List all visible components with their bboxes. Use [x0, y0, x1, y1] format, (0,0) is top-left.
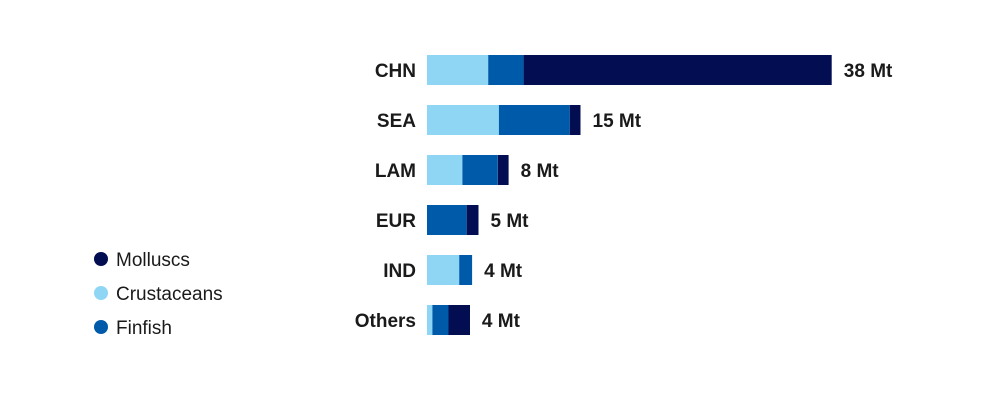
total-label: 15 Mt [593, 111, 642, 132]
legend: Molluscs Crustaceans Finfish [94, 250, 223, 339]
legend-swatch [94, 286, 108, 300]
legend-swatch [94, 252, 108, 266]
bar-row: CHN 38 Mt [375, 55, 893, 85]
legend-swatch [94, 320, 108, 334]
bar-row: Others 4 Mt [355, 305, 521, 335]
legend-label: Finfish [116, 318, 172, 339]
bar-segment-finfish [462, 155, 498, 185]
legend-item: Molluscs [94, 250, 190, 271]
bar-segment-crustaceans [427, 105, 499, 135]
total-label: 4 Mt [484, 261, 523, 282]
bar-segment-molluscs [466, 205, 479, 235]
legend-label: Crustaceans [116, 284, 223, 305]
bar-row: IND 4 Mt [383, 255, 523, 285]
legend-item: Finfish [94, 318, 172, 339]
category-label: IND [383, 261, 416, 282]
total-label: 5 Mt [491, 211, 530, 232]
bar-segment-crustaceans [427, 255, 460, 285]
category-label: Others [355, 311, 416, 332]
bar-segment-finfish [432, 305, 449, 335]
bar-row: EUR 5 Mt [376, 205, 529, 235]
bar-segment-molluscs [497, 155, 509, 185]
bar-segment-finfish [498, 105, 570, 135]
bar-segment-crustaceans [427, 155, 463, 185]
bar-segment-finfish [459, 255, 473, 285]
category-label: LAM [375, 161, 416, 182]
category-label: CHN [375, 61, 416, 82]
total-label: 38 Mt [844, 61, 893, 82]
bar-segment-molluscs [523, 55, 832, 85]
category-label: EUR [376, 211, 416, 232]
bar-row: LAM 8 Mt [375, 155, 559, 185]
bar-segment-crustaceans [427, 55, 489, 85]
legend-label: Molluscs [116, 250, 190, 271]
legend-item: Crustaceans [94, 284, 223, 305]
bar-segment-crustaceans [427, 305, 433, 335]
bar-segment-finfish [488, 55, 524, 85]
bar-row: SEA 15 Mt [377, 105, 642, 135]
bar-segment-molluscs [448, 305, 470, 335]
bar-segment-finfish [427, 205, 467, 235]
total-label: 4 Mt [482, 311, 521, 332]
bar-segment-molluscs [569, 105, 581, 135]
total-label: 8 Mt [521, 161, 560, 182]
category-label: SEA [377, 111, 416, 132]
